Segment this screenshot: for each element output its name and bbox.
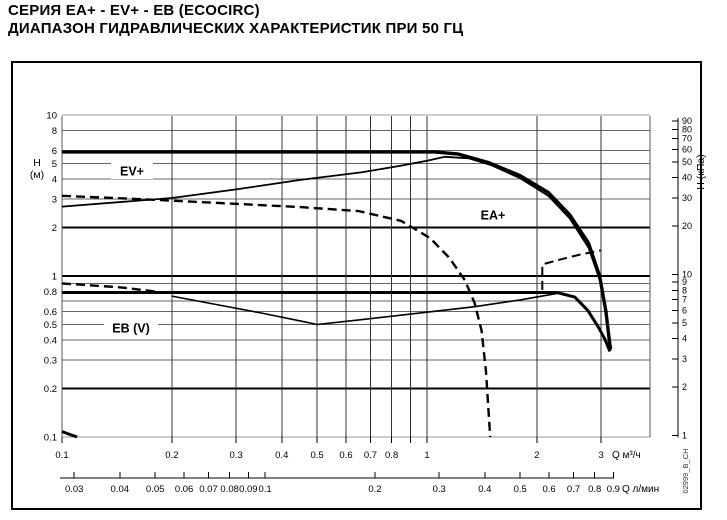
- primary-x-axis-label: Q м³/ч: [612, 450, 641, 461]
- corner-segment-curve: [61, 430, 78, 439]
- primary-x-tick-label: 0.7: [364, 450, 377, 461]
- primary-x-tick-label: 0.1: [55, 450, 68, 461]
- left-axis-tick-label: 8: [52, 126, 57, 137]
- right-axis-tick-label: 1: [682, 431, 687, 441]
- right-axis-tick-label: 50: [682, 157, 692, 167]
- eb-min-dashed-curve: [61, 282, 164, 294]
- right-axis-tick-label: 4: [682, 334, 687, 344]
- ea-plus-max-curve: [61, 155, 613, 350]
- primary-x-tick-label: 1: [424, 450, 429, 461]
- secondary-x-tick-label: 0.6: [542, 484, 555, 495]
- page-title-line1: СЕРИЯ EA+ - EV+ - EB (ECOCIRC): [8, 2, 260, 19]
- primary-x-tick-label: 0.3: [230, 450, 243, 461]
- right-axis-label: H (кПа): [695, 154, 707, 189]
- secondary-x-tick-label: 0.07: [199, 484, 218, 495]
- primary-x-tick-label: 0.5: [311, 450, 324, 461]
- eb-max-curve: [62, 291, 612, 352]
- left-axis-tick-label: 5: [52, 159, 57, 170]
- secondary-x-tick-label: 0.8: [588, 484, 601, 495]
- ev-plus-max-curve: [62, 150, 613, 350]
- left-axis-tick-label: 1: [52, 272, 57, 283]
- right-axis-tick-label: 10: [682, 270, 692, 280]
- secondary-x-tick-label: 0.04: [111, 484, 130, 495]
- right-axis-tick-label: 90: [682, 116, 692, 126]
- secondary-x-tick-label: 0.7: [567, 484, 580, 495]
- left-axis-label-h: H: [33, 157, 41, 169]
- primary-x-tick-label: 0.8: [385, 450, 398, 461]
- primary-x-tick-label: 0.6: [339, 450, 352, 461]
- left-axis-tick-label: 0.6: [44, 307, 57, 318]
- region-label-bg: [111, 163, 153, 179]
- ev-plus-min-dashed-curve: [61, 194, 492, 438]
- left-axis-tick-label: 6: [52, 146, 57, 157]
- right-axis-tick-label: 5: [682, 318, 687, 328]
- left-axis-tick-label: 0.8: [44, 287, 57, 298]
- secondary-x-tick-label: 0.09: [239, 484, 258, 495]
- left-axis-tick-label: 0.5: [44, 320, 57, 331]
- right-axis-tick-label: 8: [682, 285, 687, 295]
- primary-x-tick-label: 0.2: [165, 450, 178, 461]
- chart-border: [11, 61, 702, 510]
- secondary-x-tick-label: 0.4: [478, 484, 491, 495]
- right-axis-tick-label: 2: [682, 382, 687, 392]
- region-label: EV+: [120, 165, 144, 179]
- secondary-x-tick-label: 0.5: [514, 484, 527, 495]
- right-axis-tick-label: 80: [682, 124, 692, 134]
- left-axis-label-unit: (м): [30, 169, 44, 181]
- right-axis-tick-label: 6: [682, 305, 687, 315]
- secondary-x-axis-label: Q л/мин: [622, 484, 659, 495]
- secondary-x-tick-label: 0.1: [258, 484, 271, 495]
- right-axis-tick-label: 70: [682, 134, 692, 144]
- secondary-x-tick-label: 0.9: [607, 484, 620, 495]
- secondary-x-tick-label: 0.06: [175, 484, 194, 495]
- right-axis-tick-label: 60: [682, 144, 692, 154]
- right-axis-tick-label: 9: [682, 277, 687, 287]
- primary-x-tick-label: 2: [534, 450, 539, 461]
- region-label: EA+: [481, 209, 506, 223]
- left-axis-tick-label: 0.2: [44, 384, 57, 395]
- right-axis-tick-label: 30: [682, 193, 692, 203]
- page-title-line2: ДИАПАЗОН ГИДРАВЛИЧЕСКИХ ХАРАКТЕРИСТИК ПР…: [8, 20, 464, 37]
- left-axis-tick-label: 0.3: [44, 356, 57, 367]
- left-axis-tick-label: 0.4: [44, 336, 57, 347]
- right-axis-tick-label: 40: [682, 173, 692, 183]
- eb-min-curve: [171, 292, 558, 326]
- left-axis-tick-label: 4: [52, 175, 57, 186]
- primary-x-tick-label: 3: [599, 450, 604, 461]
- region-label: EB (V): [112, 322, 150, 336]
- left-axis-tick-label: 0.1: [44, 433, 57, 444]
- drawing-number: 02999_B_CH: [681, 448, 690, 493]
- secondary-x-tick-label: 0.2: [368, 484, 381, 495]
- region-label-bg: [471, 207, 515, 223]
- left-axis-tick-label: 10: [46, 111, 57, 122]
- primary-x-tick-label: 0.4: [275, 450, 288, 461]
- right-axis-tick-label: 3: [682, 354, 687, 364]
- left-axis-tick-label: 3: [52, 195, 57, 206]
- right-axis-tick-label: 20: [682, 221, 692, 231]
- secondary-x-tick-label: 0.03: [65, 484, 84, 495]
- right-axis-tick-label: 7: [682, 295, 687, 305]
- title-block: СЕРИЯ EA+ - EV+ - EB (ECOCIRC) ДИАПАЗОН …: [8, 2, 720, 38]
- secondary-x-tick-label: 0.08: [220, 484, 239, 495]
- left-axis-tick-label: 2: [52, 223, 57, 234]
- region-label-bg: [104, 320, 158, 336]
- secondary-x-tick-label: 0.3: [433, 484, 446, 495]
- mid-right-dashed-curve: [541, 249, 601, 290]
- secondary-x-tick-label: 0.05: [146, 484, 165, 495]
